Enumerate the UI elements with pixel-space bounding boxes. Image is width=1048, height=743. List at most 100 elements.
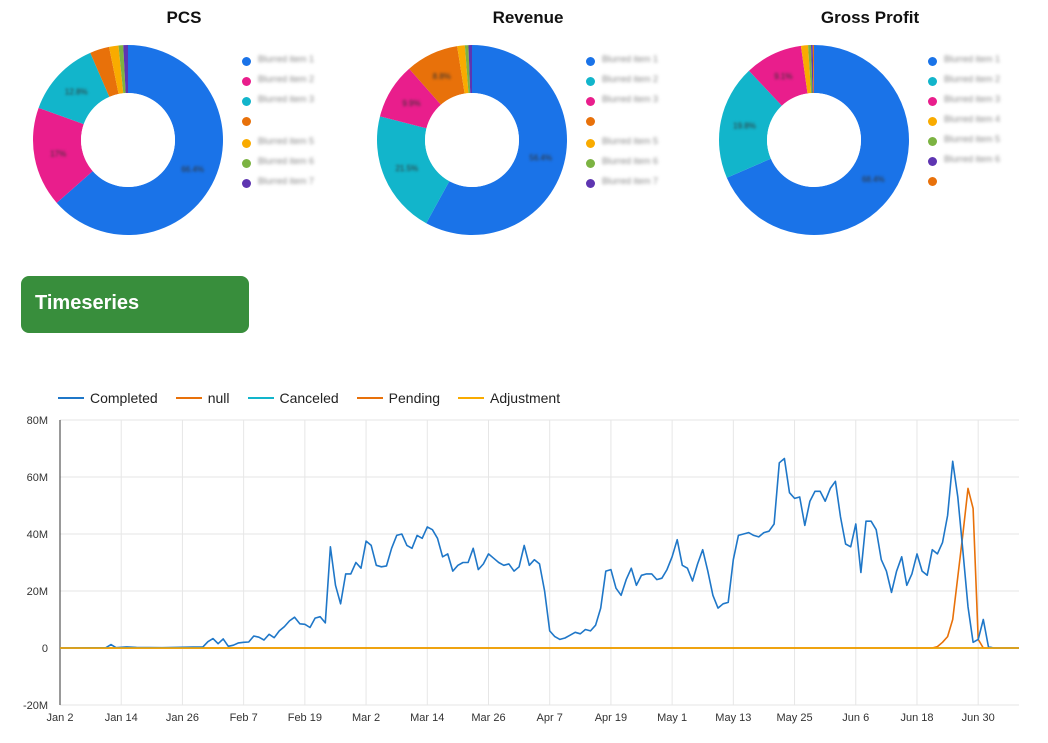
donut-slice[interactable] bbox=[56, 45, 223, 236]
legend-color-dot bbox=[928, 177, 937, 186]
series-line-completed[interactable] bbox=[59, 457, 1019, 649]
legend-item[interactable]: Blurred item 3 bbox=[586, 94, 696, 106]
y-tick-label: 60M bbox=[27, 472, 48, 484]
x-tick-label: Jan 26 bbox=[166, 712, 199, 724]
legend-color-dot bbox=[586, 139, 595, 148]
donut-slice[interactable] bbox=[748, 45, 808, 106]
legend-item[interactable]: Blurred item 5 bbox=[586, 136, 696, 148]
x-tick-label: Jun 30 bbox=[962, 712, 995, 724]
series-legend-item[interactable]: Pending bbox=[356, 390, 441, 406]
series-legend-swatch bbox=[175, 397, 202, 399]
series-legend-label: Pending bbox=[388, 390, 441, 406]
legend-label: Blurred item 6 bbox=[602, 156, 659, 166]
donut-slice[interactable] bbox=[719, 70, 782, 178]
pcs-donut-panel: PCS 66.4% 17% 12.8% Blurred item 1 Blurred … bbox=[14, 0, 354, 250]
x-tick-label: Mar 26 bbox=[471, 712, 505, 724]
legend-item[interactable]: Blurred item 3 bbox=[928, 94, 1038, 106]
donut-slice[interactable] bbox=[800, 45, 812, 94]
legend-label: Blurred item 7 bbox=[602, 176, 659, 186]
donut-slice[interactable] bbox=[38, 52, 110, 125]
donut-hole bbox=[81, 93, 175, 187]
donut-slice[interactable] bbox=[464, 45, 471, 94]
donut-slice[interactable] bbox=[426, 45, 567, 235]
y-tick-label: 80M bbox=[27, 415, 48, 427]
legend-item[interactable]: Blurred item 6 bbox=[242, 156, 352, 168]
legend-label: Blurred item 4 bbox=[944, 114, 1001, 124]
donut-slice[interactable] bbox=[33, 107, 93, 203]
y-tick-label: 20M bbox=[27, 586, 48, 598]
legend-item[interactable] bbox=[928, 174, 1038, 186]
x-tick-label: May 13 bbox=[715, 712, 751, 724]
legend-item[interactable]: Blurred item 2 bbox=[242, 74, 352, 86]
legend-item[interactable]: Blurred item 5 bbox=[928, 134, 1038, 146]
legend-color-dot bbox=[242, 77, 251, 86]
donut-slice-label: 8.8% bbox=[433, 72, 451, 81]
donut-slice[interactable] bbox=[468, 45, 472, 94]
legend-color-dot bbox=[586, 117, 595, 126]
legend-color-dot bbox=[586, 159, 595, 168]
timeseries-line-chart[interactable]: Jan 2 Jan 14 Jan 26 Feb 7 Feb 19 Mar 2 Mar 14 M… bbox=[0, 405, 1048, 743]
legend-color-dot bbox=[928, 137, 937, 146]
series-legend-item[interactable]: null bbox=[175, 390, 230, 406]
legend-item[interactable]: Blurred item 5 bbox=[242, 136, 352, 148]
donut-slice[interactable] bbox=[379, 68, 441, 129]
legend-item[interactable]: Blurred item 3 bbox=[242, 94, 352, 106]
donut-slice[interactable] bbox=[457, 45, 469, 94]
donut-slice-label: 17% bbox=[50, 149, 66, 158]
y-tick-label: 0 bbox=[42, 643, 48, 655]
series-legend-swatch bbox=[356, 397, 383, 399]
legend-item[interactable] bbox=[586, 114, 696, 126]
series-legend-item[interactable]: Completed bbox=[58, 390, 158, 406]
revenue-donut-chart[interactable]: 56.4% 21.5% 9.9% 8.8% bbox=[376, 44, 568, 236]
donut-slice[interactable] bbox=[90, 46, 119, 97]
donut-slice[interactable] bbox=[109, 45, 124, 94]
y-tick-label: 40M bbox=[27, 529, 48, 541]
legend-item[interactable]: Blurred item 4 bbox=[928, 114, 1038, 126]
donut-slice[interactable] bbox=[811, 45, 814, 94]
legend-item[interactable]: Blurred item 6 bbox=[928, 154, 1038, 166]
series-legend-label: Completed bbox=[90, 390, 158, 406]
legend-color-dot bbox=[928, 77, 937, 86]
donut-slice[interactable] bbox=[118, 45, 126, 94]
legend-item[interactable]: Blurred item 6 bbox=[586, 156, 696, 168]
legend-label: Blurred item 1 bbox=[602, 54, 659, 64]
legend-label: Blurred item 1 bbox=[258, 54, 315, 64]
gross-profit-donut-chart[interactable]: 68.4% 19.8% 9.1% bbox=[718, 44, 910, 236]
legend-item[interactable]: Blurred item 1 bbox=[242, 54, 352, 66]
x-tick-label: Jan 14 bbox=[105, 712, 138, 724]
legend-label: Blurred item 5 bbox=[602, 136, 659, 146]
legend-color-dot bbox=[586, 57, 595, 66]
series-legend-label: null bbox=[207, 390, 230, 406]
legend-item[interactable]: Blurred item 2 bbox=[928, 74, 1038, 86]
legend-label: Blurred item 2 bbox=[602, 74, 659, 84]
legend-color-dot bbox=[242, 159, 251, 168]
legend-item[interactable]: Blurred item 7 bbox=[586, 176, 696, 188]
donut-slice-label: 66.4% bbox=[181, 165, 204, 174]
legend-label: Blurred item 3 bbox=[944, 94, 1001, 104]
legend-item[interactable]: Blurred item 1 bbox=[928, 54, 1038, 66]
legend-item[interactable]: Blurred item 2 bbox=[586, 74, 696, 86]
pcs-donut-chart[interactable]: 66.4% 17% 12.8% bbox=[32, 44, 224, 236]
legend-label: Blurred item 5 bbox=[258, 136, 315, 146]
donut-slice[interactable] bbox=[726, 45, 909, 235]
donut-slice-label: 68.4% bbox=[862, 175, 885, 184]
x-tick-label: Jun 6 bbox=[842, 712, 869, 724]
donut-slice[interactable] bbox=[808, 45, 813, 94]
legend-label: Blurred item 1 bbox=[944, 54, 1001, 64]
gross-profit-chart-title: Gross Profit bbox=[820, 8, 920, 27]
series-legend-item[interactable]: Adjustment bbox=[458, 390, 560, 406]
legend-color-dot bbox=[928, 157, 937, 166]
donut-slice[interactable] bbox=[409, 46, 465, 105]
donut-slice[interactable] bbox=[377, 116, 450, 224]
legend-item[interactable] bbox=[242, 114, 352, 126]
timeseries-section-banner: Timeseries bbox=[21, 276, 249, 333]
gross-profit-legend: Blurred item 1 Blurred item 2 Blurred item… bbox=[928, 54, 1038, 196]
legend-label: Blurred item 6 bbox=[258, 156, 315, 166]
donut-slice[interactable] bbox=[812, 45, 814, 94]
donut-slice[interactable] bbox=[123, 45, 128, 94]
legend-color-dot bbox=[586, 179, 595, 188]
series-legend-swatch bbox=[58, 397, 84, 399]
series-legend-item[interactable]: Canceled bbox=[247, 390, 339, 406]
legend-item[interactable]: Blurred item 7 bbox=[242, 176, 352, 188]
legend-item[interactable]: Blurred item 1 bbox=[586, 54, 696, 66]
